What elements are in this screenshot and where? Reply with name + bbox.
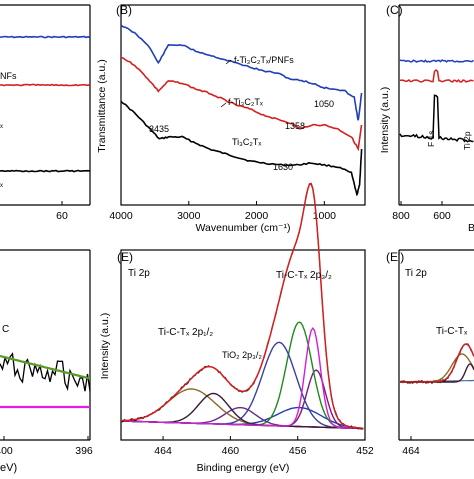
panel-b-tick-label-4000: 4000 [109,210,133,222]
panel-e: (E) Ti 2p Intensity (a.u.) 464 460 456 452 … [99,182,374,474]
panel-a-series-line-0 [0,35,91,39]
panel-e-envelope [121,182,364,430]
panel-a-series-line-2 [0,169,91,173]
panel-d-tick-label-396: 396 [75,445,93,457]
panel-e-prime: (E') Ti 2p Ti-C-Tₓ 464 [386,249,474,457]
panel-d: C 400 396 eV) [0,249,93,474]
panel-b-annot-pnfs: f-Ti₃C₂Tₓ/PNFs [234,55,294,65]
panel-b-annot-fti: f-Ti₃C₂Tₓ [228,97,263,107]
panel-eprime-tick-label-464: 464 [402,445,420,457]
panel-b-annot-3435: 3435 [149,124,169,134]
panel-b-series-line-1 [120,56,363,152]
panel-d-xlabel: eV) [0,462,17,474]
panel-b-annot-1358: 1358 [285,121,305,131]
panel-eprime-label: (E') [386,250,404,264]
panel-b-series-line-2 [120,100,363,197]
panel-c-peak-f1s: F 1s [426,130,436,147]
panel-e-tick-label-456: 456 [289,445,307,457]
panel-c-ylabel: Intensity (a.u.) [379,87,391,154]
panel-b-tick-label-1000: 1000 [313,210,337,222]
panel-a-series-line-1 [0,83,91,87]
panel-e-title: Ti 2p [128,268,150,279]
panel-e-tick-label-452: 452 [356,445,374,457]
panel-b-tick-label-2000: 2000 [245,210,269,222]
panel-c: (C) Intensity (a.u.) F 1s Ti 2p 800 600 … [379,3,474,234]
panel-b-pointer-pnfs [225,59,232,65]
panel-c-peak-ti2p: Ti 2p [462,131,472,150]
panel-e-ylabel: Intensity (a.u.) [99,313,111,380]
panel-e-peak-32: Ti-C-Tₓ 2p₃/₂ [276,270,332,281]
panel-c-tick-label-600: 600 [433,210,451,222]
panel-e-xlabel: Binding energy (eV) [197,462,290,474]
panel-d-annot-c: C [2,324,9,335]
panel-e-frame [120,249,366,441]
panel-a-label-nfs: NFs [0,71,17,81]
panel-e-label: (E) [117,250,133,264]
panel-a: NFs x x 60 [0,4,91,222]
panel-b-frame [120,4,366,206]
panel-e-component-7 [120,326,364,430]
panel-c-xlabel: B [468,222,474,234]
panel-d-tick-label-400: 400 [0,445,13,457]
panel-eprime-envelope [400,343,474,383]
panel-c-series-line-2 [399,94,474,143]
panel-d-series-line-1 [0,354,91,380]
panel-e-peak-12: Ti-C-Tₓ 2p₁/₂ [158,327,213,338]
panel-eprime-title: Ti 2p [405,268,427,279]
panel-b-series-line-0 [120,24,363,121]
panel-b: (B) Transmittance (a.u.) 4000 3000 2000 100… [96,3,366,234]
panel-c-series-line-0 [399,59,474,63]
panel-eprime-component-1 [400,363,474,383]
panel-b-tick-label-3000: 3000 [177,210,201,222]
panel-b-xlabel: Wavenumber (cm⁻¹) [196,222,291,234]
panel-b-ylabel: Transmittance (a.u.) [96,59,108,153]
panel-b-annot-1630: 1630 [273,162,293,172]
panel-e-tick-label-464: 464 [154,445,172,457]
panel-e-tick-label-460: 460 [222,445,240,457]
panel-b-annot-ti: Ti₃C₂Tₓ [232,137,261,147]
panel-d-series-line-0 [0,352,91,392]
panel-b-pointer-fti [220,102,227,108]
panel-b-label: (B) [116,3,132,17]
panel-a-tick-label-60: 60 [56,210,68,222]
panel-c-series-line-1 [400,69,474,83]
panel-a-label-red: x [0,124,3,130]
panel-c-tick-label-800: 800 [392,210,410,222]
panel-eprime-peak: Ti-C-Tₓ [436,326,468,337]
panel-b-annot-1050: 1050 [314,99,334,109]
panel-e-peak-tio2: TiO₂ 2p₃/₂ [222,350,262,360]
panel-a-label-black: x [0,183,3,189]
